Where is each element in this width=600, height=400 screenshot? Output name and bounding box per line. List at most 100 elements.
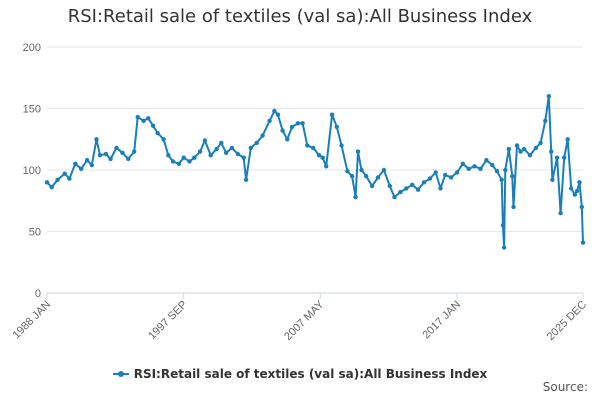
data-point[interactable]: [364, 174, 369, 179]
data-point[interactable]: [197, 149, 203, 154]
data-point[interactable]: [494, 169, 500, 174]
data-point[interactable]: [155, 130, 160, 136]
data-point[interactable]: [460, 161, 465, 166]
data-point[interactable]: [132, 149, 137, 154]
data-point[interactable]: [579, 204, 584, 210]
data-point[interactable]: [97, 153, 103, 158]
data-point[interactable]: [267, 118, 272, 124]
data-point[interactable]: [84, 158, 90, 163]
data-point[interactable]: [223, 150, 229, 155]
data-point[interactable]: [280, 128, 285, 133]
data-point[interactable]: [427, 176, 433, 181]
data-point[interactable]: [438, 186, 443, 191]
series-group[interactable]: [44, 94, 586, 250]
data-point[interactable]: [543, 118, 548, 124]
data-point[interactable]: [120, 150, 125, 155]
data-point[interactable]: [272, 108, 277, 114]
data-point[interactable]: [214, 146, 219, 152]
data-point[interactable]: [135, 114, 140, 120]
data-point[interactable]: [62, 171, 67, 176]
data-point[interactable]: [472, 164, 477, 169]
data-point[interactable]: [572, 192, 577, 197]
data-point[interactable]: [316, 153, 322, 158]
data-point[interactable]: [89, 162, 95, 168]
data-point[interactable]: [433, 170, 438, 175]
data-point[interactable]: [192, 155, 197, 160]
data-point[interactable]: [49, 185, 54, 190]
data-point[interactable]: [369, 183, 375, 189]
data-point[interactable]: [300, 121, 305, 126]
data-point[interactable]: [146, 116, 151, 121]
data-point[interactable]: [349, 174, 355, 179]
data-point[interactable]: [549, 149, 554, 154]
data-point[interactable]: [415, 187, 421, 192]
data-point[interactable]: [141, 118, 146, 124]
data-point[interactable]: [305, 143, 310, 148]
data-point[interactable]: [339, 143, 344, 148]
data-point[interactable]: [289, 124, 295, 130]
data-point[interactable]: [235, 151, 240, 157]
data-point[interactable]: [554, 155, 560, 160]
data-point[interactable]: [448, 175, 454, 180]
data-point[interactable]: [161, 137, 166, 142]
data-point[interactable]: [202, 138, 208, 143]
data-point[interactable]: [510, 174, 515, 179]
data-point[interactable]: [355, 149, 361, 154]
data-point[interactable]: [103, 151, 109, 157]
data-point[interactable]: [577, 180, 582, 185]
data-point[interactable]: [478, 166, 483, 171]
data-point[interactable]: [569, 186, 574, 191]
data-point[interactable]: [533, 145, 539, 151]
data-point[interactable]: [114, 145, 119, 151]
data-point[interactable]: [55, 177, 60, 182]
data-point[interactable]: [501, 245, 507, 250]
source-label[interactable]: Source:: [542, 380, 588, 394]
data-point[interactable]: [392, 194, 397, 200]
data-point[interactable]: [500, 223, 506, 228]
data-point[interactable]: [208, 153, 213, 158]
data-point[interactable]: [511, 204, 516, 210]
data-point[interactable]: [285, 137, 290, 142]
data-point[interactable]: [546, 94, 551, 99]
data-point[interactable]: [295, 121, 301, 126]
data-point[interactable]: [404, 186, 409, 191]
data-point[interactable]: [170, 159, 176, 164]
data-point[interactable]: [518, 149, 523, 154]
data-point[interactable]: [375, 175, 381, 180]
data-point[interactable]: [466, 166, 471, 171]
data-point[interactable]: [345, 169, 350, 174]
data-point[interactable]: [574, 188, 580, 194]
data-point[interactable]: [248, 145, 253, 151]
data-point[interactable]: [44, 180, 50, 185]
data-point[interactable]: [324, 164, 329, 169]
data-point[interactable]: [254, 140, 259, 146]
data-point[interactable]: [562, 155, 567, 160]
data-point[interactable]: [176, 161, 182, 166]
data-point[interactable]: [311, 145, 316, 151]
data-point[interactable]: [94, 137, 99, 142]
data-point[interactable]: [381, 167, 387, 173]
data-point[interactable]: [506, 146, 511, 152]
data-point[interactable]: [521, 146, 527, 152]
data-point[interactable]: [181, 155, 186, 160]
data-point[interactable]: [359, 167, 364, 173]
data-point[interactable]: [329, 112, 335, 117]
data-point[interactable]: [550, 177, 555, 182]
data-point[interactable]: [260, 133, 265, 138]
data-point[interactable]: [454, 170, 460, 175]
data-point[interactable]: [320, 155, 325, 160]
data-point[interactable]: [398, 189, 403, 195]
data-point[interactable]: [243, 177, 249, 182]
data-point[interactable]: [499, 177, 504, 182]
data-point[interactable]: [187, 159, 192, 164]
data-point[interactable]: [514, 143, 520, 148]
data-point[interactable]: [410, 182, 415, 187]
data-point[interactable]: [150, 123, 156, 128]
data-point[interactable]: [443, 172, 448, 178]
data-point[interactable]: [565, 137, 570, 142]
legend-item[interactable]: RSI:Retail sale of textiles (val sa):All…: [112, 367, 487, 381]
data-point[interactable]: [166, 153, 171, 158]
data-point[interactable]: [108, 156, 113, 162]
data-point[interactable]: [558, 210, 563, 216]
data-point[interactable]: [353, 194, 358, 200]
